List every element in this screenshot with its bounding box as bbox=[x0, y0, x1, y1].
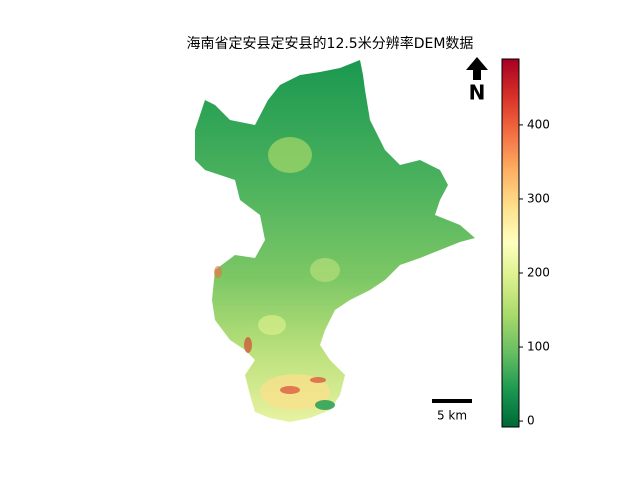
valley bbox=[315, 400, 335, 410]
north-arrow: N bbox=[466, 57, 488, 105]
colorbar-tick-label: 100 bbox=[527, 340, 550, 354]
county-shape bbox=[195, 60, 475, 422]
colorbar-tick-label: 400 bbox=[527, 117, 550, 131]
colorbar: 0 100 200 300 400 bbox=[501, 58, 550, 428]
hill bbox=[258, 315, 286, 335]
scale-label: 5 km bbox=[437, 409, 467, 423]
colorbar-gradient bbox=[501, 58, 520, 428]
colorbar-tick-label: 0 bbox=[527, 414, 535, 428]
colorbar-tick-label: 300 bbox=[527, 191, 550, 205]
peak bbox=[280, 386, 300, 394]
north-arrow-shape bbox=[466, 57, 488, 80]
peak bbox=[244, 337, 252, 353]
scale-bar: 5 km bbox=[432, 399, 472, 423]
north-label: N bbox=[469, 81, 486, 105]
peak bbox=[310, 377, 326, 383]
hill bbox=[268, 137, 312, 173]
hill bbox=[310, 258, 340, 282]
map-title: 海南省定安县定安县的12.5米分辨率DEM数据 bbox=[187, 35, 474, 52]
peak bbox=[214, 266, 222, 278]
dem-map bbox=[195, 60, 475, 422]
colorbar-tick-label: 200 bbox=[527, 265, 550, 279]
